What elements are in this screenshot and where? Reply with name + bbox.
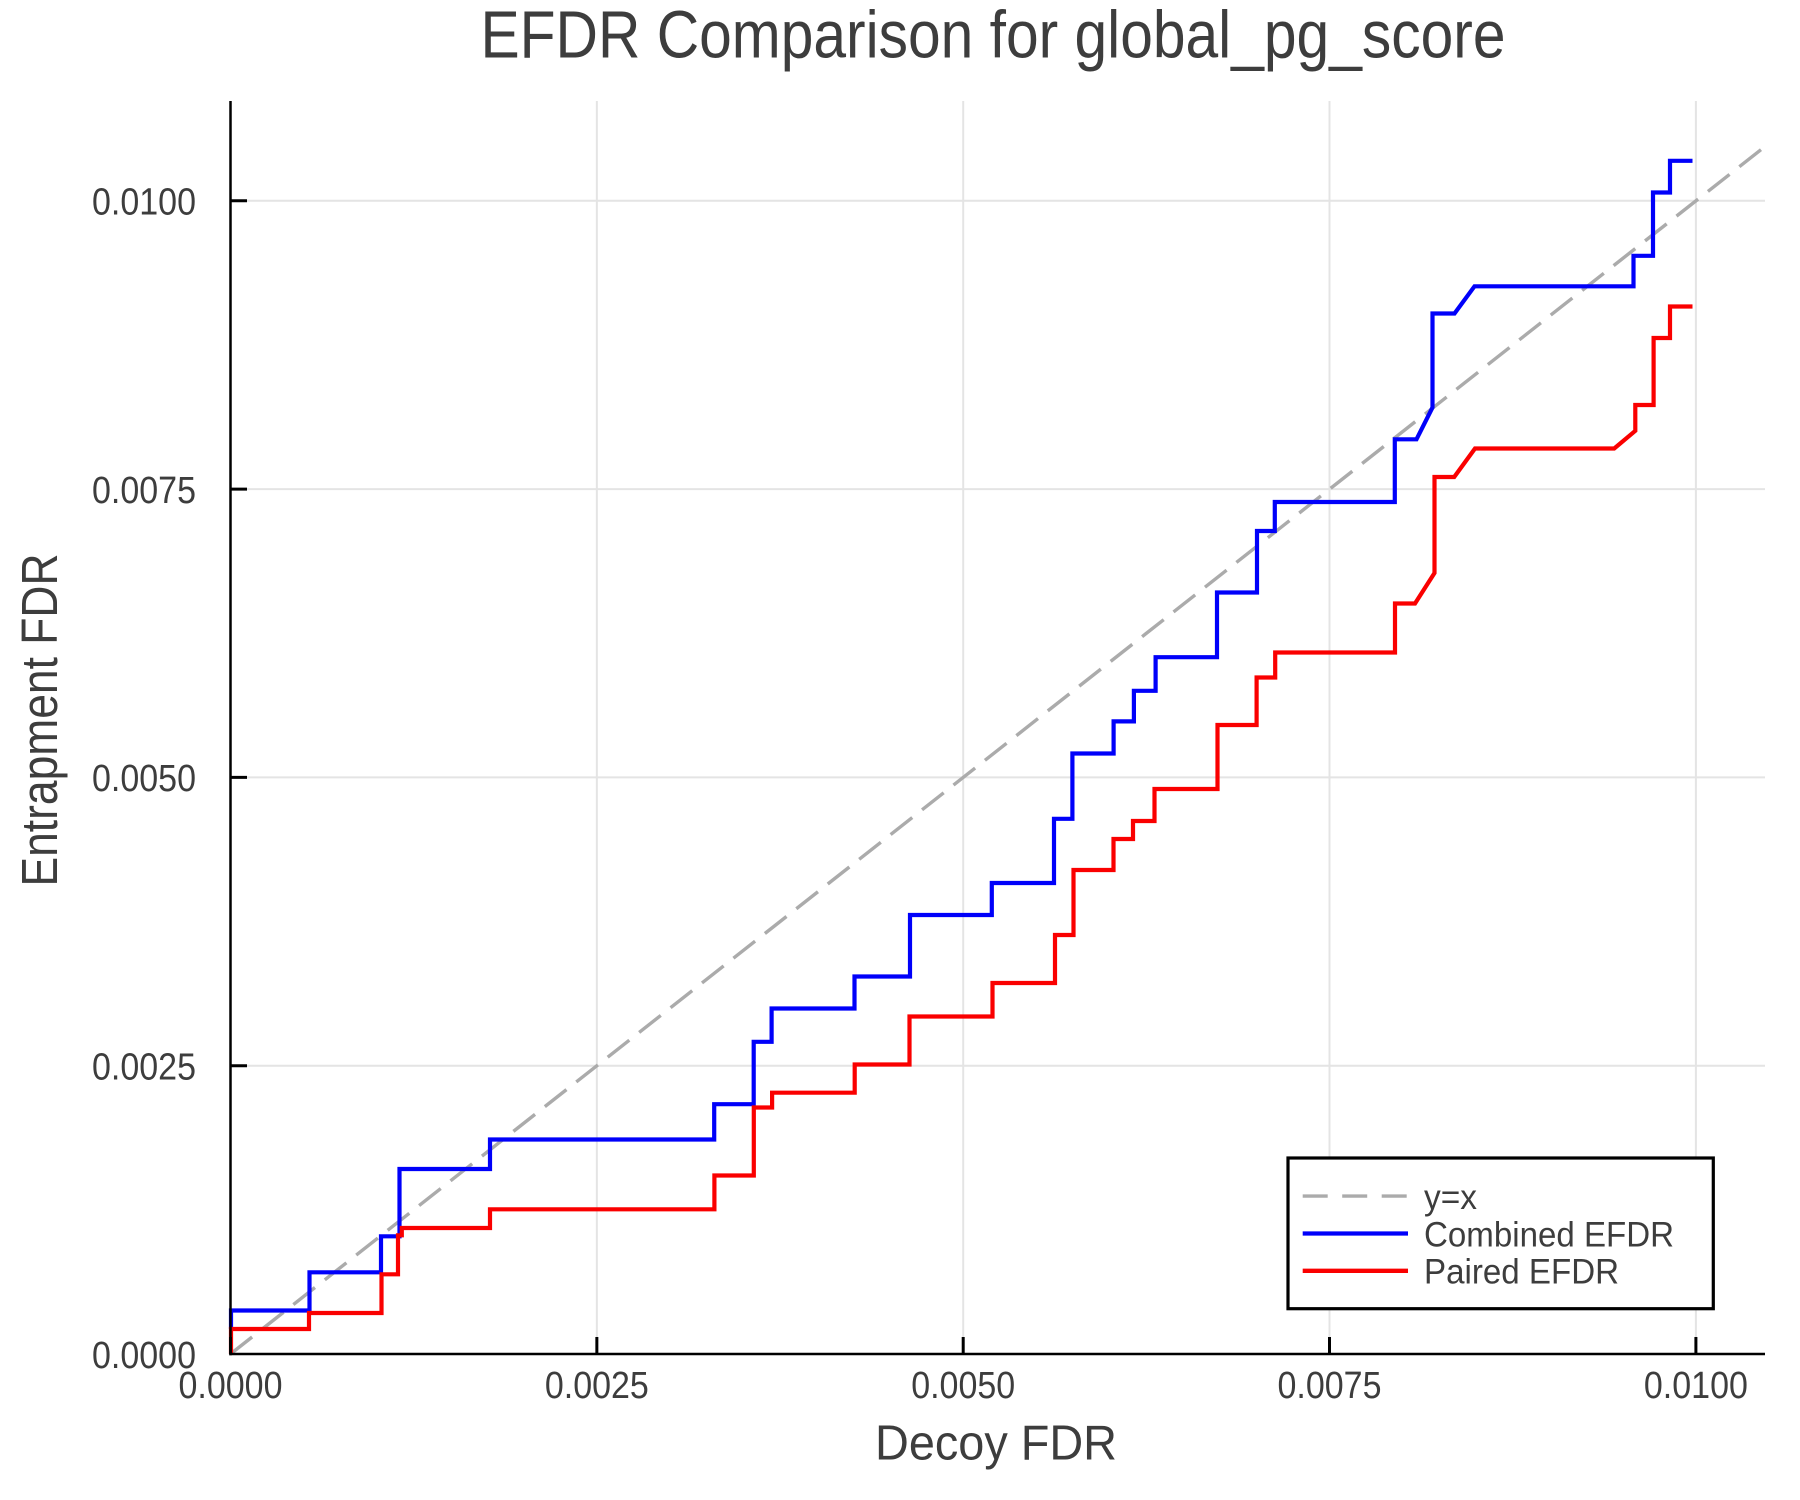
svg-text:0.0050: 0.0050 bbox=[92, 758, 196, 800]
svg-text:Combined EFDR: Combined EFDR bbox=[1424, 1215, 1674, 1254]
svg-text:0.0050: 0.0050 bbox=[911, 1365, 1015, 1407]
svg-text:y=x: y=x bbox=[1424, 1178, 1477, 1217]
svg-text:0.0100: 0.0100 bbox=[1644, 1365, 1748, 1407]
svg-text:0.0025: 0.0025 bbox=[92, 1046, 196, 1088]
svg-text:Entrapment FDR: Entrapment FDR bbox=[11, 554, 68, 887]
svg-text:0.0025: 0.0025 bbox=[545, 1365, 649, 1407]
svg-text:Paired EFDR: Paired EFDR bbox=[1424, 1253, 1619, 1292]
svg-text:0.0000: 0.0000 bbox=[92, 1335, 196, 1377]
svg-text:0.0000: 0.0000 bbox=[179, 1365, 283, 1407]
svg-text:0.0075: 0.0075 bbox=[92, 470, 196, 512]
svg-text:Decoy FDR: Decoy FDR bbox=[875, 1416, 1117, 1471]
svg-text:0.0075: 0.0075 bbox=[1278, 1365, 1382, 1407]
svg-text:EFDR Comparison for global_pg_: EFDR Comparison for global_pg_score bbox=[481, 0, 1506, 73]
svg-text:0.0100: 0.0100 bbox=[92, 181, 196, 223]
